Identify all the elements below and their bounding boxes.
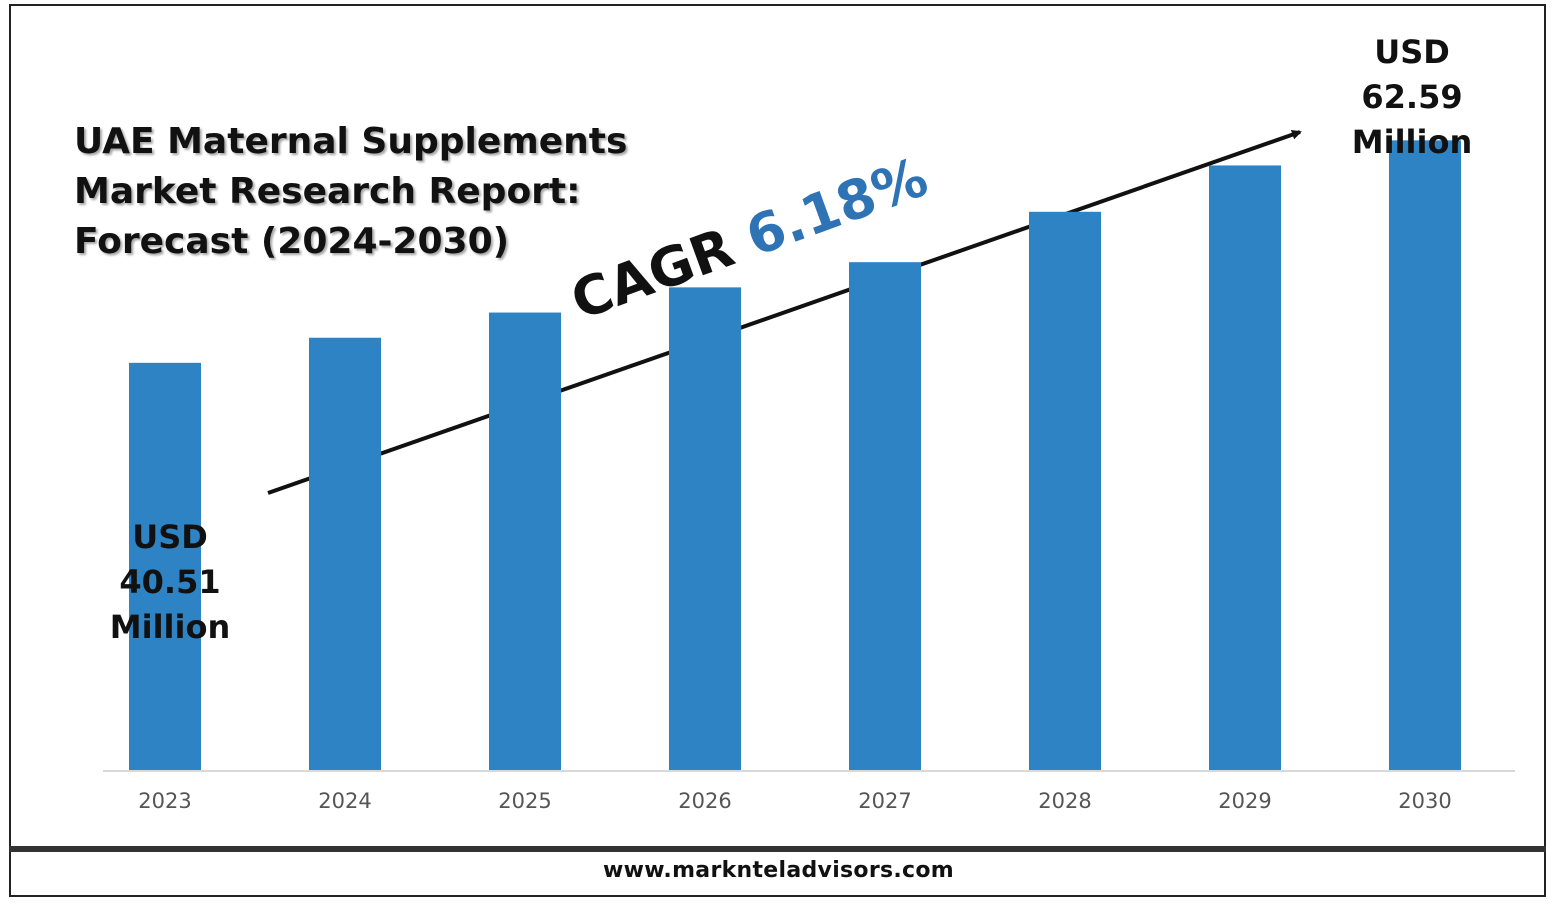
x-tick-2027: 2027 (858, 789, 911, 813)
bar-2024 (309, 337, 381, 771)
footer-divider (9, 846, 1546, 852)
title-line-2: Market Research Report: (74, 171, 581, 212)
x-tick-2030: 2030 (1398, 789, 1451, 813)
bar-2030 (1389, 140, 1461, 771)
bar-2025 (489, 312, 561, 771)
callout-2023: USD 40.51 Million (100, 515, 240, 650)
bar-2026 (669, 287, 741, 771)
callout-2023-unit: Million (109, 608, 231, 646)
callout-2030-currency: USD (1374, 33, 1450, 71)
callout-2030-value: 62.59 (1361, 78, 1463, 116)
chart-frame (9, 4, 1546, 897)
bar-2028 (1029, 211, 1101, 771)
callout-2023-currency: USD (132, 518, 208, 556)
x-tick-2023: 2023 (138, 789, 191, 813)
x-tick-2025: 2025 (498, 789, 551, 813)
bar-2029 (1209, 165, 1281, 772)
x-tick-2028: 2028 (1038, 789, 1091, 813)
x-tick-2024: 2024 (318, 789, 371, 813)
title-line-3: Forecast (2024-2030) (74, 221, 510, 262)
bar-2027 (849, 262, 921, 771)
bar-2023 (129, 362, 201, 771)
callout-2030-unit: Million (1351, 123, 1473, 161)
trend-arrow (267, 129, 1302, 495)
footer-url: www.marknteladvisors.com (602, 858, 955, 883)
x-tick-2026: 2026 (678, 789, 731, 813)
callout-2030: USD 62.59 Million (1342, 30, 1482, 165)
chart-title: UAE Maternal Supplements Market Research… (74, 117, 674, 267)
callout-2023-value: 40.51 (119, 563, 221, 601)
x-tick-2029: 2029 (1218, 789, 1271, 813)
title-line-1: UAE Maternal Supplements (74, 121, 628, 162)
